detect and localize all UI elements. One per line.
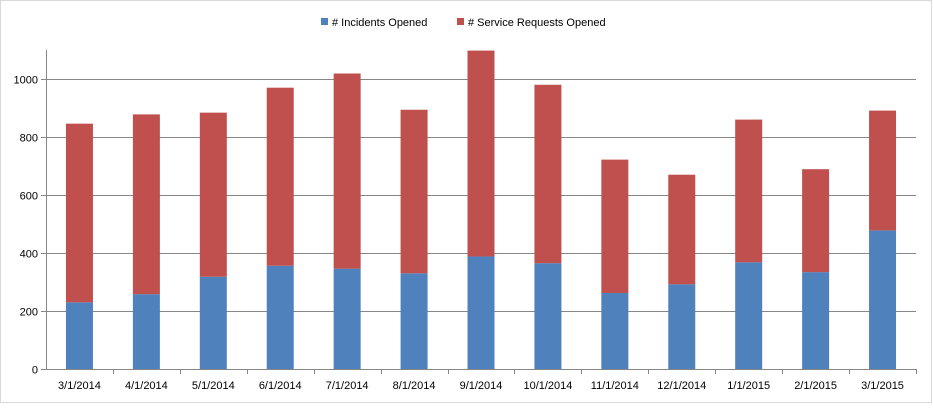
bar-service-requests: [266, 87, 294, 266]
x-tick-label: 7/1/2014: [326, 380, 369, 392]
bar-incidents: [802, 272, 830, 369]
bar-service-requests: [668, 174, 696, 285]
x-tick-label: 8/1/2014: [393, 380, 436, 392]
legend-swatch-service-requests: [457, 18, 464, 25]
y-tick-label: 600: [20, 191, 38, 203]
y-tick-label: 1000: [14, 75, 38, 87]
bar-incidents: [266, 265, 294, 369]
bar-service-requests: [132, 114, 160, 295]
bar-incidents: [400, 273, 428, 369]
legend: # Incidents Opened # Service Requests Ope…: [321, 17, 606, 29]
bar-service-requests: [735, 119, 763, 263]
x-tick-label: 3/1/2015: [861, 380, 904, 392]
legend-swatch-incidents: [321, 18, 328, 25]
x-tick-label: 11/1/2014: [591, 380, 639, 392]
x-tick-label: 1/1/2015: [727, 380, 770, 392]
bar-incidents: [132, 294, 160, 369]
x-tick-label: 6/1/2014: [259, 380, 302, 392]
axes: 0 200 400 600 800 1000 3/1/2014 4/1/2014 5/1/201…: [14, 50, 917, 392]
bar-incidents: [534, 263, 562, 369]
bar-service-requests: [65, 123, 93, 303]
x-tick-label: 12/1/2014: [657, 380, 706, 392]
bar-service-requests: [534, 84, 562, 264]
bar-service-requests: [467, 50, 495, 257]
bar-service-requests: [601, 159, 629, 294]
bar-incidents: [735, 262, 763, 369]
bars: [65, 50, 897, 369]
bar-incidents: [65, 302, 93, 369]
bar-service-requests: [333, 73, 361, 269]
bar-incidents: [601, 293, 629, 369]
bar-service-requests: [199, 112, 227, 277]
x-tick-label: 3/1/2014: [58, 380, 101, 392]
bar-service-requests: [869, 110, 897, 231]
y-tick-label: 400: [20, 249, 38, 261]
legend-label-incidents: # Incidents Opened: [332, 17, 427, 29]
x-tick-label: 4/1/2014: [125, 380, 168, 392]
y-tick-label: 800: [20, 133, 38, 145]
x-tick-label: 2/1/2015: [794, 380, 837, 392]
bar-incidents: [333, 268, 361, 369]
y-tick-label: 200: [20, 307, 38, 319]
bar-incidents: [668, 284, 696, 369]
legend-label-service-requests: # Service Requests Opened: [468, 17, 606, 29]
bar-incidents: [467, 256, 495, 369]
bar-incidents: [199, 276, 227, 369]
x-tick-label: 10/1/2014: [523, 380, 572, 392]
x-tick-label: 9/1/2014: [460, 380, 503, 392]
bar-service-requests: [400, 109, 428, 274]
x-tick-label: 5/1/2014: [192, 380, 235, 392]
bar-service-requests: [802, 169, 830, 273]
bar-incidents: [869, 230, 897, 369]
y-tick-label: 0: [32, 365, 38, 377]
